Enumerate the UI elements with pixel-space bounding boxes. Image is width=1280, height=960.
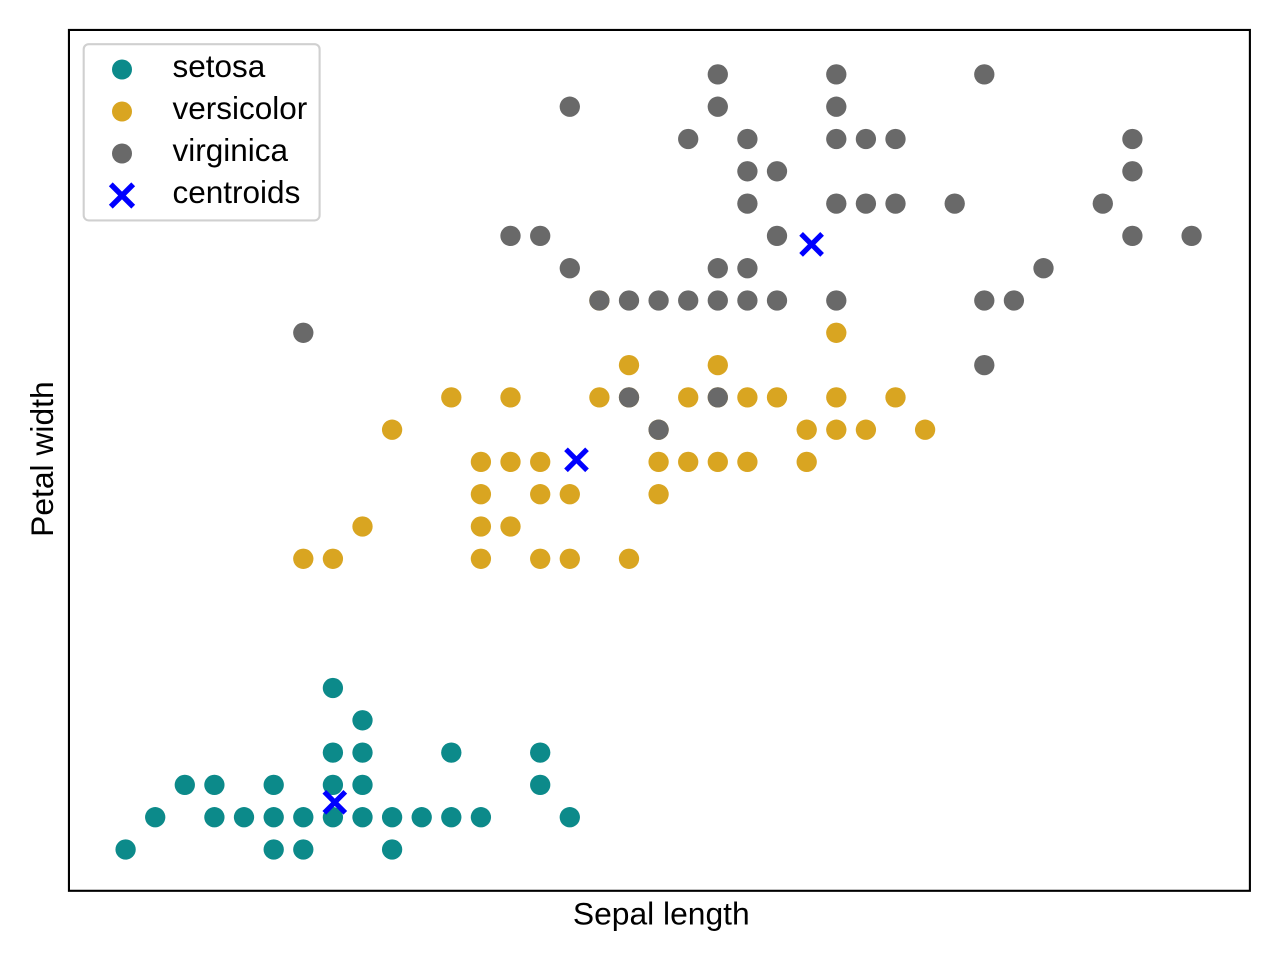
svg-text:centroids: centroids: [173, 174, 301, 210]
svg-text:versicolor: versicolor: [173, 90, 308, 126]
svg-text:Sepal length: Sepal length: [573, 895, 750, 931]
svg-text:virginica: virginica: [173, 132, 289, 168]
svg-text:setosa: setosa: [173, 48, 266, 84]
svg-text:Petal width: Petal width: [24, 381, 60, 537]
